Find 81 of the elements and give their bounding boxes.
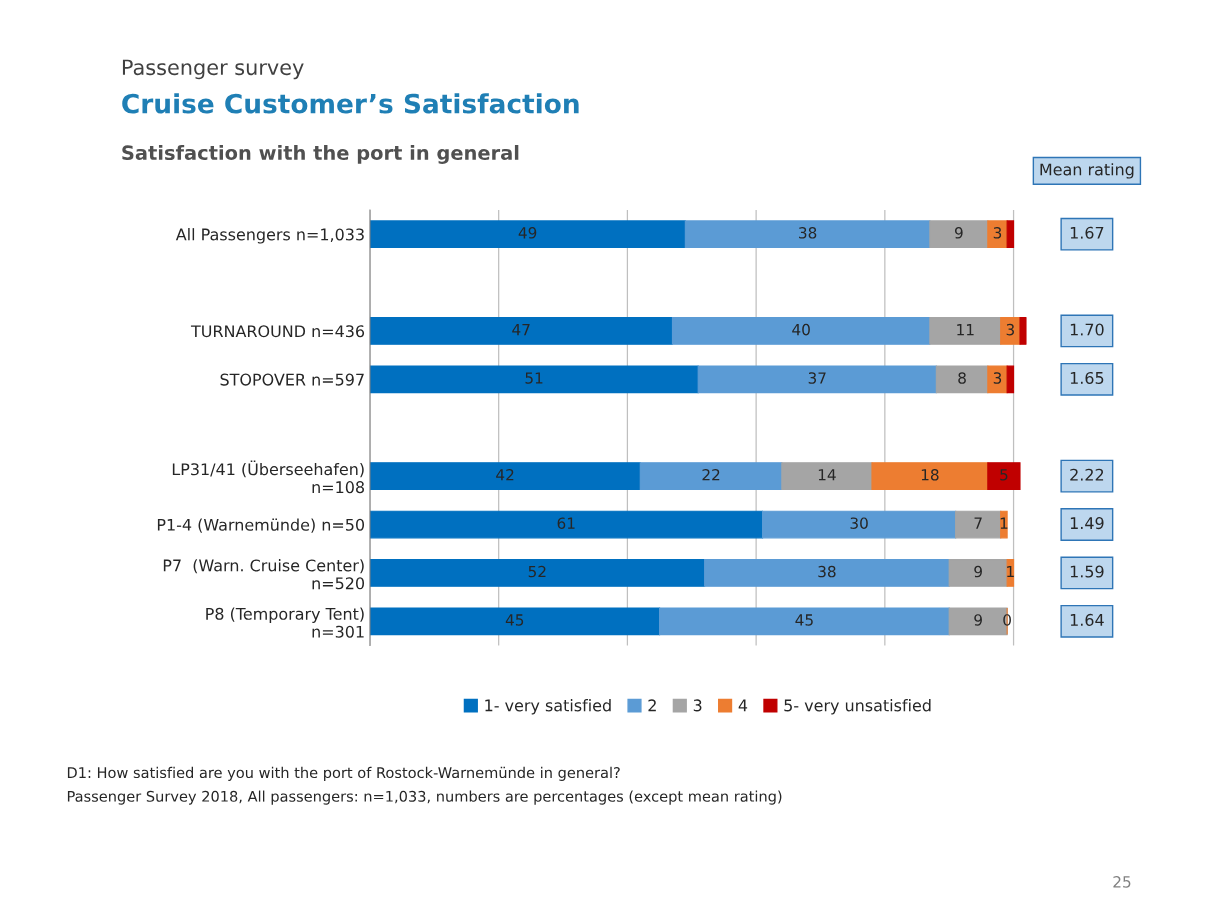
data-label: 47	[512, 324, 530, 336]
data-label: 61	[557, 517, 575, 529]
data-label: 45	[505, 614, 524, 626]
text: Passenger survey	[122, 59, 304, 80]
text: 1.70	[1070, 323, 1104, 336]
data-label: 45	[795, 614, 813, 626]
y-tick-label: STOPOVER n=597	[220, 373, 364, 386]
bar	[369, 462, 641, 490]
bar	[369, 365, 699, 394]
text: 1.65	[1070, 371, 1104, 384]
bar	[929, 317, 1002, 345]
text: 1.49	[1070, 517, 1104, 530]
data-label: 49	[518, 227, 537, 239]
data-label: 40	[792, 323, 810, 336]
text: 1.59	[1070, 565, 1104, 578]
legend-label: 2	[648, 699, 656, 712]
data-label: 9	[954, 227, 963, 239]
text: 2.22	[1070, 468, 1104, 481]
data-label: 14	[818, 469, 836, 481]
data-label: 38	[799, 227, 817, 239]
legend-label: 1- very satisfied	[485, 699, 611, 715]
bar	[1006, 559, 1015, 587]
bar	[935, 365, 989, 394]
data-label: 52	[528, 565, 546, 578]
data-label: 7	[974, 517, 982, 529]
data-label: 51	[525, 372, 543, 384]
bar	[781, 462, 873, 490]
bar	[1019, 317, 1027, 345]
data-label: 18	[921, 469, 939, 481]
data-label: 5	[1000, 469, 1008, 481]
legend-label: 5- very unsatisfied	[784, 699, 931, 715]
data-label: 30	[850, 517, 868, 529]
bar	[684, 220, 931, 249]
data-label: 9	[974, 565, 982, 578]
y-tick-label: P7 (Warn. Cruise Center) n=520	[163, 559, 365, 590]
data-label: 1	[1007, 565, 1014, 578]
data-label: 1	[1000, 517, 1008, 529]
y-tick-label: P1-4 (Warnemünde) n=50	[157, 518, 365, 533]
y-tick-label: P8 (Temporary Tent) n=301	[206, 607, 364, 638]
bar	[704, 559, 950, 587]
text: 25	[1113, 876, 1131, 888]
chart-subtitle: Satisfaction with the port in general	[122, 145, 519, 164]
bar	[929, 220, 989, 249]
data-label: 3	[993, 227, 1002, 239]
data-label: 3	[993, 372, 1002, 384]
bar	[762, 510, 957, 539]
data-label: 11	[957, 324, 974, 336]
bar	[369, 559, 706, 587]
data-label: 37	[808, 372, 826, 384]
bar	[955, 510, 1002, 539]
bar	[369, 607, 661, 636]
y-tick-label: LP31/41 (Überseehafen) n=108	[172, 460, 364, 494]
bar	[369, 510, 764, 539]
bar	[987, 462, 1021, 490]
bar	[948, 559, 1008, 587]
bar	[639, 462, 783, 490]
text: Passenger Survey 2018, All passengers: n=1,033, numbers are percentages (except mean rating)	[67, 790, 782, 805]
y-tick-label: All Passengers n=1,033	[175, 228, 364, 244]
text: 1.67	[1070, 226, 1104, 239]
text: Mean rating	[1040, 163, 1134, 179]
data-label: 0	[1003, 614, 1011, 626]
data-label: 22	[702, 469, 720, 481]
data-label: 42	[496, 469, 514, 481]
chart-title: Cruise Customer’s Satisfaction	[122, 93, 579, 114]
y-tick-label: TURNAROUND n=436	[190, 325, 365, 338]
bar	[671, 317, 931, 345]
legend-label: 3	[693, 699, 702, 712]
bar	[1006, 220, 1015, 249]
data-label: 8	[958, 372, 966, 384]
bar	[369, 317, 674, 345]
text: 1.64	[1070, 613, 1104, 626]
data-label: 3	[1006, 323, 1014, 336]
bar	[697, 365, 937, 394]
bar	[659, 607, 950, 636]
data-label: 38	[818, 565, 836, 578]
bar	[1006, 365, 1015, 394]
bar	[369, 220, 686, 249]
bar	[871, 462, 989, 490]
data-label: 9	[974, 614, 982, 626]
text: D1: How satisfied are you with the port of Rostock-Warnemünde in general?	[67, 766, 620, 781]
legend-label: 4	[738, 699, 748, 712]
